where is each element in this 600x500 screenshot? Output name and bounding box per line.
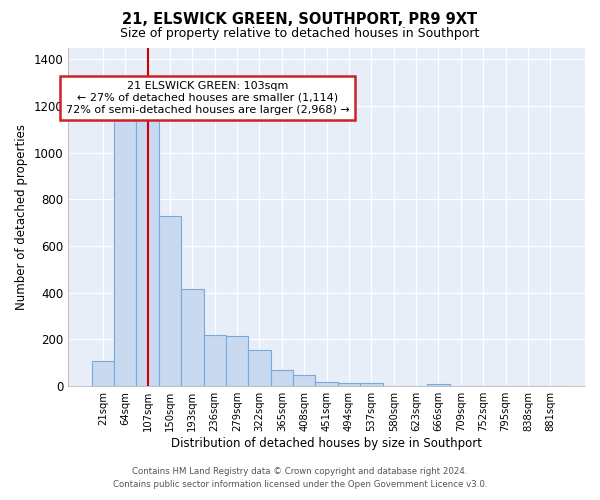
Y-axis label: Number of detached properties: Number of detached properties bbox=[15, 124, 28, 310]
X-axis label: Distribution of detached houses by size in Southport: Distribution of detached houses by size … bbox=[171, 437, 482, 450]
Text: Size of property relative to detached houses in Southport: Size of property relative to detached ho… bbox=[121, 28, 479, 40]
Bar bbox=[316, 382, 338, 386]
Bar bbox=[92, 360, 114, 386]
Bar bbox=[181, 290, 203, 386]
Bar bbox=[427, 384, 449, 386]
Bar bbox=[159, 216, 181, 386]
Bar bbox=[293, 374, 316, 386]
Bar bbox=[114, 115, 136, 386]
Bar bbox=[271, 370, 293, 386]
Text: Contains HM Land Registry data © Crown copyright and database right 2024.
Contai: Contains HM Land Registry data © Crown c… bbox=[113, 467, 487, 489]
Bar bbox=[360, 382, 383, 386]
Text: 21, ELSWICK GREEN, SOUTHPORT, PR9 9XT: 21, ELSWICK GREEN, SOUTHPORT, PR9 9XT bbox=[122, 12, 478, 28]
Bar bbox=[203, 335, 226, 386]
Text: 21 ELSWICK GREEN: 103sqm
← 27% of detached houses are smaller (1,114)
72% of sem: 21 ELSWICK GREEN: 103sqm ← 27% of detach… bbox=[66, 82, 350, 114]
Bar bbox=[226, 336, 248, 386]
Bar bbox=[136, 118, 159, 386]
Bar bbox=[338, 382, 360, 386]
Bar bbox=[248, 350, 271, 386]
